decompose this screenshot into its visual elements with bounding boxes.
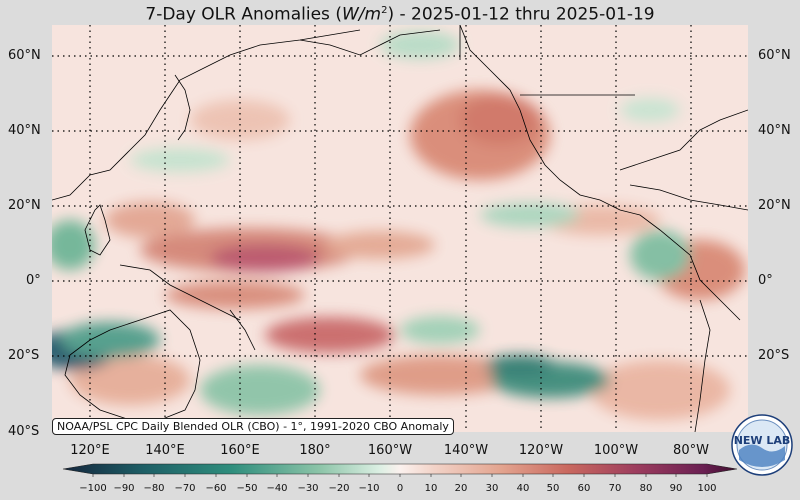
colorbar-tick: 100 bbox=[697, 483, 717, 494]
lon-label-100w: 100°W bbox=[593, 443, 639, 458]
lat-label-right-0: 0° bbox=[758, 273, 773, 288]
colorbar-tick: 50 bbox=[546, 483, 560, 494]
colorbar-tick: −90 bbox=[113, 483, 135, 494]
colorbar-tick: −10 bbox=[358, 483, 380, 494]
lat-label-left-20n: 20°N bbox=[8, 198, 41, 213]
lon-label-80w: 80°W bbox=[673, 443, 709, 458]
colorbar-tick: 10 bbox=[424, 483, 438, 494]
lon-label-120w: 120°W bbox=[518, 443, 564, 458]
lon-label-180: 180° bbox=[299, 443, 331, 458]
lat-label-left-20s: 20°S bbox=[8, 348, 40, 363]
lat-label-left-40n: 40°N bbox=[8, 123, 41, 138]
lat-label-left-40s: 40°S bbox=[8, 424, 40, 439]
logo-text: NEW LAB bbox=[734, 434, 791, 447]
coastlines bbox=[52, 25, 748, 432]
colorbar-tick: −60 bbox=[205, 483, 227, 494]
noaa-logo: NEW LAB bbox=[731, 414, 793, 476]
lat-label-left-60n: 60°N bbox=[8, 48, 41, 63]
lon-label-160e: 160°E bbox=[220, 443, 260, 458]
lat-label-left-0: 0° bbox=[26, 273, 41, 288]
colorbar-tick: −20 bbox=[328, 483, 350, 494]
lon-label-140e: 140°E bbox=[145, 443, 185, 458]
graticule bbox=[52, 25, 748, 432]
anomaly-field bbox=[52, 25, 748, 432]
colorbar-tick: −30 bbox=[297, 483, 319, 494]
colorbar-tick: −100 bbox=[79, 483, 107, 494]
colorbar bbox=[62, 463, 738, 477]
colorbar-tick: 30 bbox=[485, 483, 499, 494]
colorbar-tick: 20 bbox=[454, 483, 468, 494]
lon-label-160w: 160°W bbox=[367, 443, 413, 458]
lon-label-120e: 120°E bbox=[70, 443, 110, 458]
map-title: 7-Day OLR Anomalies (W/m2) - 2025-01-12 … bbox=[145, 4, 655, 25]
source-note: NOAA/PSL CPC Daily Blended OLR (CBO) - 1… bbox=[52, 418, 454, 435]
colorbar-tick: −80 bbox=[143, 483, 165, 494]
colorbar-tick: 90 bbox=[669, 483, 683, 494]
colorbar-tick: −70 bbox=[174, 483, 196, 494]
colorbar-tick: 70 bbox=[608, 483, 622, 494]
lat-label-right-60n: 60°N bbox=[758, 48, 791, 63]
lat-label-right-20n: 20°N bbox=[758, 198, 791, 213]
colorbar-tick: 80 bbox=[639, 483, 653, 494]
colorbar-tick: −40 bbox=[266, 483, 288, 494]
lon-label-140w: 140°W bbox=[443, 443, 489, 458]
colorbar-tick: 60 bbox=[577, 483, 591, 494]
lat-label-right-40n: 40°N bbox=[758, 123, 791, 138]
colorbar-tick: 40 bbox=[516, 483, 530, 494]
colorbar-tick: −50 bbox=[236, 483, 258, 494]
lat-label-right-20s: 20°S bbox=[758, 348, 790, 363]
colorbar-tick: 0 bbox=[396, 483, 404, 494]
